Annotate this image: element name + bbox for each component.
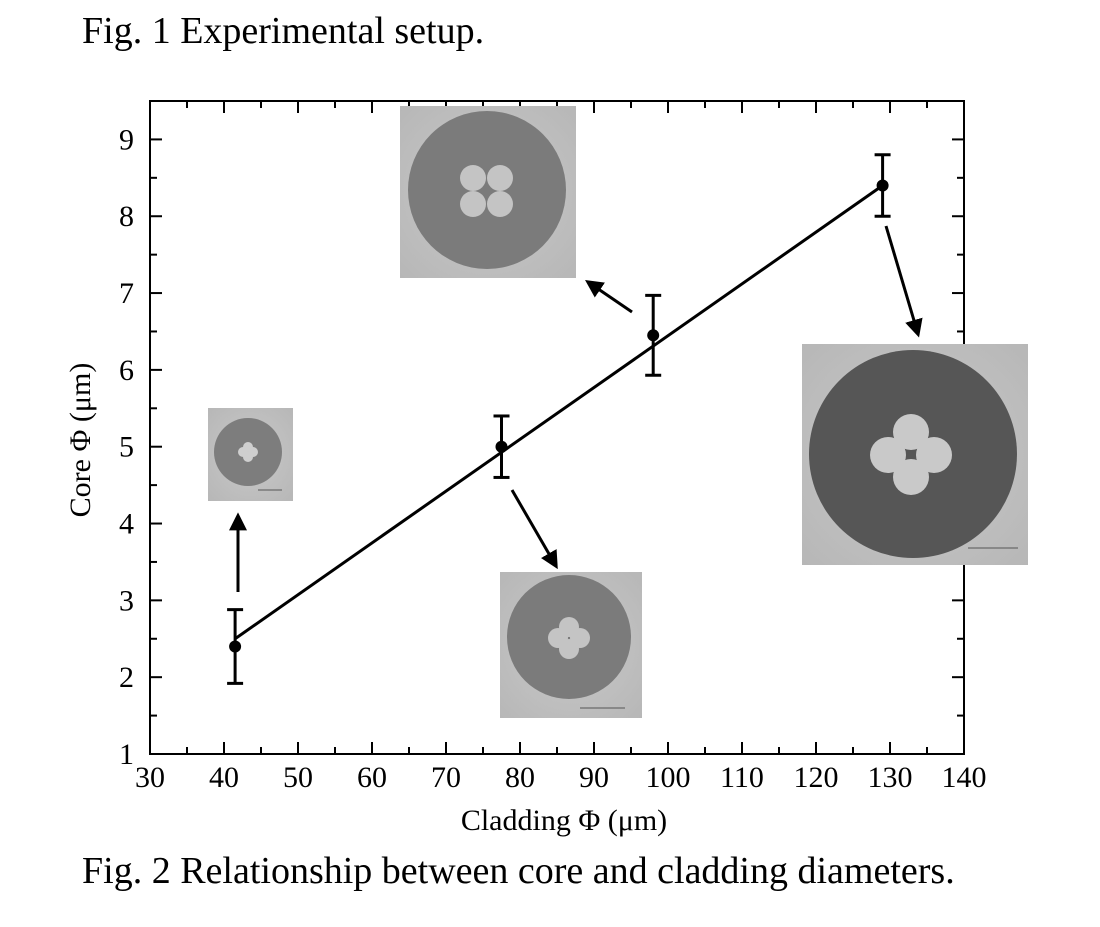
y-axis-title: Core Φ (μm) <box>64 363 97 518</box>
x-axis-title: Cladding Φ (μm) <box>461 804 667 837</box>
arrow-to-inset-2 <box>585 279 633 314</box>
x-tick-labels: 30 40 50 60 70 80 90 100 110 120 130 140 <box>135 761 987 794</box>
data-point <box>495 440 508 453</box>
x-tick-label: 40 <box>209 761 239 794</box>
y-tick-labels: 1 2 3 4 5 6 7 8 9 <box>119 123 134 771</box>
y-tick-label: 7 <box>119 277 134 310</box>
y-tick-label: 9 <box>119 123 134 156</box>
data-point <box>876 179 889 192</box>
y-tick-label: 2 <box>119 661 134 694</box>
inset-micrograph-2 <box>400 106 576 278</box>
arrow-to-inset-3 <box>510 489 558 570</box>
y-tick-label: 6 <box>119 354 134 387</box>
y-tick-label: 8 <box>119 200 134 233</box>
y-tick-label: 3 <box>119 584 134 617</box>
y-tick-label: 5 <box>119 431 134 464</box>
y-tick-label: 4 <box>119 508 134 541</box>
x-tick-label: 110 <box>720 761 764 794</box>
data-point <box>229 640 242 653</box>
x-tick-label: 60 <box>357 761 387 794</box>
inset-micrograph-4 <box>802 344 1028 565</box>
axis-ticks <box>149 100 965 755</box>
x-tick-label: 80 <box>505 761 535 794</box>
x-tick-label: 100 <box>646 761 691 794</box>
x-tick-label: 130 <box>868 761 913 794</box>
x-tick-label: 90 <box>579 761 609 794</box>
inset-micrograph-1 <box>208 408 293 501</box>
data-point <box>647 329 660 342</box>
x-tick-label: 70 <box>431 761 461 794</box>
x-tick-label: 120 <box>794 761 839 794</box>
y-tick-label: 1 <box>119 738 134 771</box>
arrow-to-inset-4 <box>884 225 923 338</box>
fit-line <box>234 184 884 640</box>
figure-2-caption: Fig. 2 Relationship between core and cla… <box>82 850 955 892</box>
x-tick-label: 140 <box>942 761 987 794</box>
x-tick-label: 30 <box>135 761 165 794</box>
inset-micrograph-3 <box>500 572 642 718</box>
figure-1-caption: Fig. 1 Experimental setup. <box>82 10 485 52</box>
x-tick-label: 50 <box>283 761 313 794</box>
